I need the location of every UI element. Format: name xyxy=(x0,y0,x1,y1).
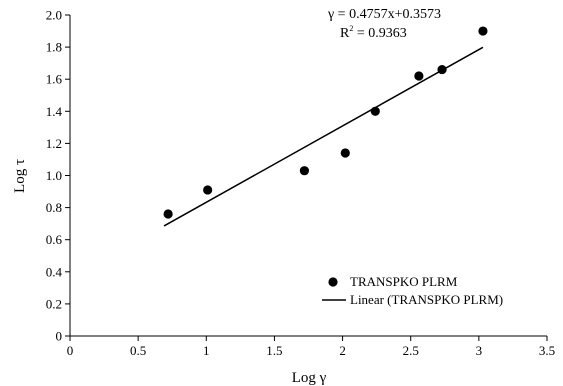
data-points xyxy=(163,26,488,219)
y-tick-label: 1.2 xyxy=(46,136,62,151)
data-point xyxy=(203,185,213,195)
data-point xyxy=(370,106,380,116)
y-ticks: 0 0.2 0.4 0.6 0.8 1.0 1.2 1.4 1.6 1.8 2.0 xyxy=(46,8,70,344)
x-tick-label: 0.5 xyxy=(130,343,146,358)
data-point xyxy=(437,64,447,75)
y-tick-label: 0.4 xyxy=(46,264,63,279)
r-squared-value: = 0.9363 xyxy=(353,26,406,41)
trendline-equation: γ = 0.4757x+0.3573 R2 = 0.9363 xyxy=(327,7,441,41)
axes xyxy=(69,15,547,337)
x-tick-label: 0 xyxy=(67,343,74,358)
x-tick-label: 1.5 xyxy=(266,343,282,358)
y-tick-label: 2.0 xyxy=(46,8,62,23)
x-tick-label: 1 xyxy=(203,343,210,358)
legend-label-linear: Linear (TRANSPKO PLRM) xyxy=(350,292,503,307)
data-point xyxy=(299,166,310,176)
data-point xyxy=(340,148,350,158)
y-tick-label: 0.8 xyxy=(46,200,62,215)
y-axis-title: Log τ xyxy=(12,159,28,193)
x-tick-label: 3 xyxy=(476,343,483,358)
r-squared-label: R xyxy=(340,26,350,41)
y-tick-label: 1.6 xyxy=(46,72,63,87)
y-tick-label: 1.8 xyxy=(46,40,62,55)
equation-text: γ = 0.4757x+0.3573 xyxy=(327,7,441,22)
data-point xyxy=(414,71,424,81)
trendline-group xyxy=(163,46,484,227)
x-axis-title: Log γ xyxy=(292,370,327,386)
data-point xyxy=(478,26,488,36)
trendline xyxy=(163,46,484,227)
legend-marker-points xyxy=(328,277,338,287)
r-squared-sup: 2 xyxy=(349,24,353,33)
legend-label-points: TRANSPKO PLRM xyxy=(350,274,458,289)
y-tick-label: 1.0 xyxy=(46,168,62,183)
legend: TRANSPKO PLRM Linear (TRANSPKO PLRM) xyxy=(322,274,503,307)
x-ticks: 0 0.5 1 1.5 2 2.5 3 3.5 xyxy=(67,336,555,358)
x-tick-label: 3.5 xyxy=(539,343,555,358)
x-tick-label: 2 xyxy=(339,343,346,358)
x-tick-label: 2.5 xyxy=(403,343,419,358)
y-tick-label: 0 xyxy=(56,329,63,344)
y-tick-label: 0.6 xyxy=(46,232,63,247)
data-point xyxy=(163,209,173,219)
y-tick-label: 1.4 xyxy=(46,104,63,119)
y-tick-label: 0.2 xyxy=(46,296,62,311)
r-squared-text: R2 = 0.9363 xyxy=(340,24,407,41)
